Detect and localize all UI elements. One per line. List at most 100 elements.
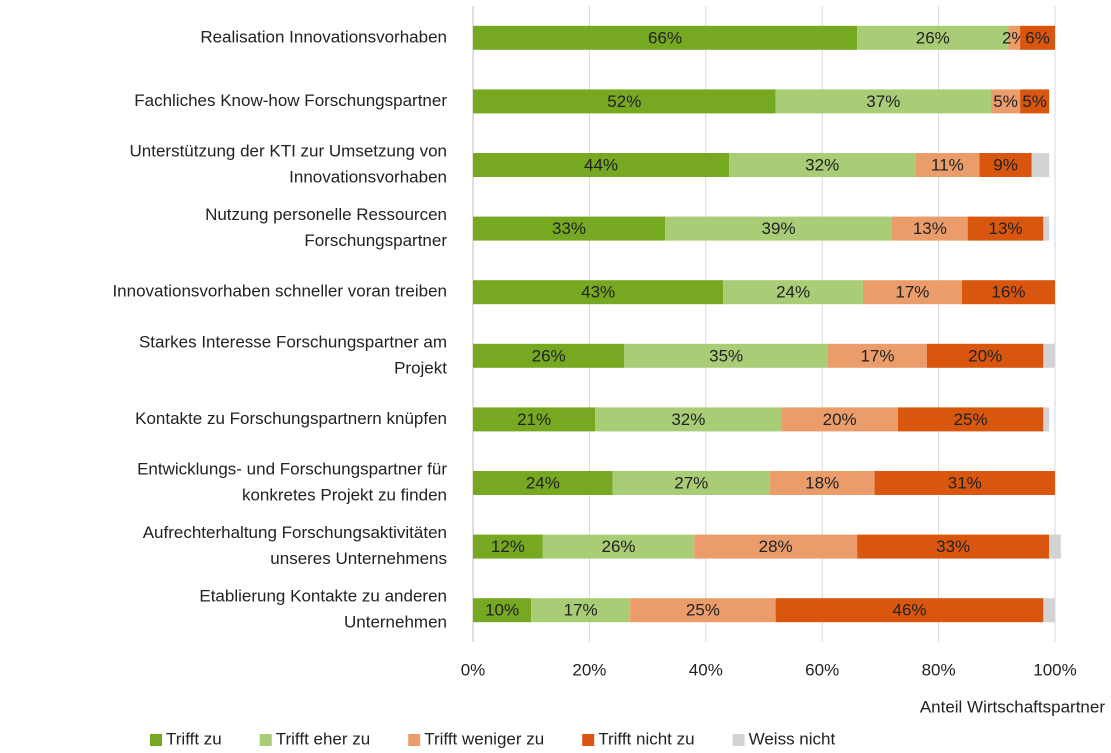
bar-segment [473,89,776,114]
data-label: 9% [993,155,1018,174]
bar-segment [926,343,1044,368]
bar-segment [694,534,858,559]
bar-segment [630,598,776,623]
data-label: 21% [517,410,551,429]
data-label: 46% [892,601,926,620]
data-label: 13% [989,219,1023,238]
bar-segment [967,216,1044,241]
bar-segment [723,280,863,305]
bar-segment [874,471,1055,495]
data-label: 25% [686,601,720,620]
bar-segment [473,280,724,305]
data-label: 28% [759,537,793,556]
legend-swatch [732,734,745,746]
bar-segment [531,598,631,623]
data-label: 37% [866,92,900,111]
bar-segment [1043,407,1050,432]
bar-segment [769,471,875,495]
data-label: 43% [581,283,615,302]
legend-swatch [150,734,162,746]
data-label: 24% [526,473,560,492]
data-label: 27% [674,473,708,492]
bar-segment [781,407,898,432]
legend-swatch [582,734,595,746]
bar-segment [775,89,991,114]
data-label: 11% [931,155,964,174]
bar-segment [828,343,927,368]
bar-segment [979,153,1032,177]
x-tick-label: 100% [1033,660,1076,679]
legend-swatch [408,734,421,746]
data-label: 26% [916,28,950,47]
y-tick-label: Aufrechterhaltung Forschungsaktivitäten [143,523,447,542]
bar-segment [857,534,1050,559]
y-tick-label: Nutzung personelle Ressourcen [205,205,447,224]
data-label: 31% [948,473,982,492]
y-tick-label: Etablierung Kontakte zu anderen [199,587,447,606]
legend-label: Trifft zu [166,729,222,748]
y-tick-label: Innovationsvorhaben schneller voran trei… [112,282,447,301]
data-label: 17% [860,346,894,365]
bar-segment [1020,25,1055,50]
bar-segment [990,89,1021,114]
bar-segment [473,598,532,623]
legend-label: Trifft weniger zu [424,729,544,748]
y-tick-label: Kontakte zu Forschungspartnern knüpfen [135,409,447,428]
data-label: 33% [552,219,586,238]
bar-segment [1043,343,1055,368]
data-label: 17% [895,283,929,302]
bar-segment [542,534,695,559]
data-label: 66% [648,28,682,47]
data-label: 6% [1025,28,1050,47]
bar-segment [612,471,770,495]
data-label: 52% [607,92,641,111]
x-tick-label: 60% [805,660,839,679]
data-label: 20% [823,410,857,429]
x-tick-label: 0% [461,660,486,679]
data-label: 17% [564,601,598,620]
bar-segment [665,216,893,241]
legend-label: Trifft eher zu [276,729,370,748]
y-tick-label: Forschungspartner [304,231,447,250]
bar-segment [473,216,666,241]
bar-segment [892,216,968,241]
data-label: 12% [491,537,525,556]
data-label: 33% [936,537,970,556]
data-label: 39% [762,219,796,238]
bar-segment [473,343,625,368]
data-label: 35% [709,346,743,365]
bar-segment [473,407,596,432]
legend-label: Weiss nicht [749,729,836,748]
x-axis-label: Anteil Wirtschaftspartner [920,697,1106,716]
y-tick-label: Unternehmen [344,613,447,632]
bar-segment [729,153,916,177]
y-tick-label: Realisation Innovationsvorhaben [200,27,447,46]
bar-segment [595,407,782,432]
x-tick-label: 20% [572,660,606,679]
data-label: 20% [968,346,1002,365]
bar-segment [1043,216,1050,241]
data-label: 26% [532,346,566,365]
data-label: 13% [913,219,947,238]
bar-segment [857,25,1009,50]
y-tick-label: konkretes Projekt zu finden [242,485,447,504]
bar-segment [1043,598,1055,623]
bar-segment [1049,534,1061,559]
data-label: 25% [954,410,988,429]
bar-segment [1008,25,1021,50]
y-tick-label: Entwicklungs- und Forschungspartner für [137,459,447,478]
bar-segment [473,471,613,495]
y-tick-label: Starkes Interesse Forschungspartner am [139,332,447,351]
bar-segment [915,153,980,177]
bar-segment [775,598,1044,623]
data-label: 32% [671,410,705,429]
bar-segment [961,280,1055,305]
y-tick-label: Projekt [394,358,447,377]
legend-label: Trifft nicht zu [598,729,694,748]
y-tick-label: Unterstützung der KTI zur Umsetzung von [130,141,447,160]
bar-segment [473,25,858,50]
data-label: 32% [805,155,839,174]
data-label: 5% [993,92,1018,111]
